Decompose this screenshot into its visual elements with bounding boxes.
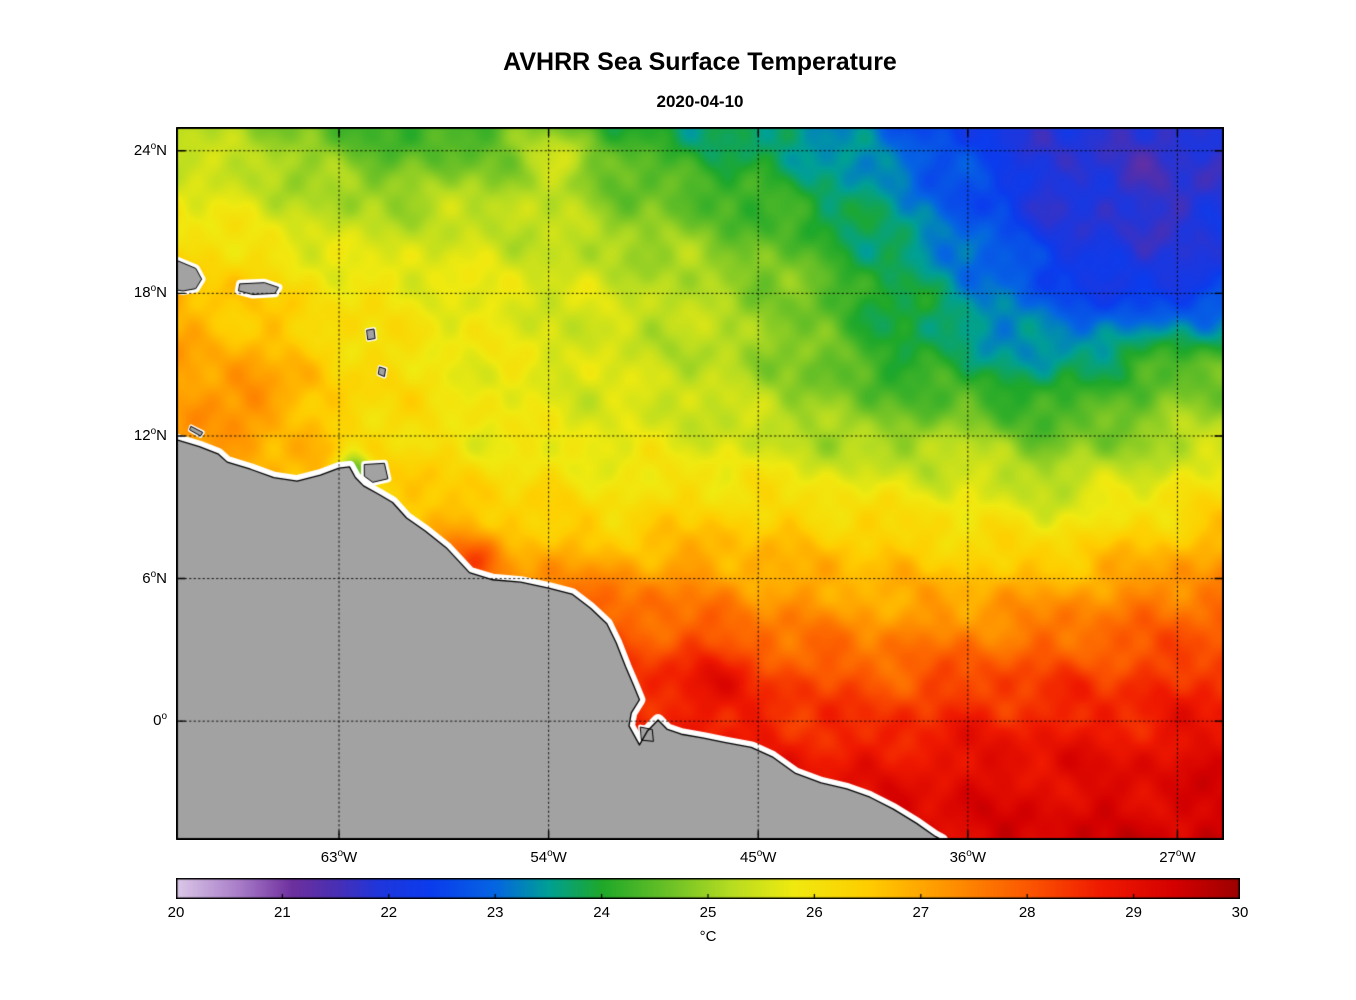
tick-degree-value: 36 [949, 849, 967, 866]
tick-hemisphere: W [1181, 849, 1196, 866]
y-tick-label: 24oN [0, 141, 167, 159]
colorbar-tick-label: 23 [486, 904, 504, 921]
degree-superscript: o [1175, 848, 1182, 859]
degree-superscript: o [161, 711, 167, 723]
tick-degree-value: 45 [740, 849, 757, 866]
colorbar-unit-label: °C [699, 928, 717, 945]
colorbar-tick-label: 21 [274, 904, 291, 921]
y-tick-label: 0o [0, 711, 167, 729]
tick-degree-value: 0 [153, 712, 162, 730]
x-tick-label: 36oW [928, 848, 1008, 866]
tick-hemisphere: W [343, 849, 358, 866]
tick-hemisphere: W [762, 849, 777, 866]
colorbar-tick-label: 25 [699, 904, 717, 921]
colorbar-canvas [176, 878, 1240, 899]
tick-hemisphere: W [971, 849, 987, 866]
tick-degree-value: 18 [133, 284, 151, 302]
tick-degree-value: 27 [1159, 849, 1176, 866]
colorbar-tick-label: 26 [806, 904, 823, 921]
colorbar-tick-label: 30 [1231, 904, 1249, 921]
tick-hemisphere: N [156, 141, 167, 159]
x-tick-label: 27oW [1137, 848, 1217, 866]
colorbar-tick-label: 27 [912, 904, 930, 921]
tick-degree-value: 24 [133, 141, 151, 159]
y-tick-label: 6oN [0, 569, 167, 587]
tick-degree-value: 6 [142, 569, 151, 587]
tick-degree-value: 63 [320, 849, 338, 866]
colorbar-tick-label: 22 [380, 904, 398, 921]
sst-map-canvas [176, 127, 1224, 840]
x-tick-label: 54oW [509, 848, 589, 866]
colorbar-tick-label: 29 [1125, 904, 1142, 921]
degree-superscript: o [150, 425, 157, 437]
figure-title: AVHRR Sea Surface Temperature [503, 48, 897, 76]
tick-hemisphere: N [156, 426, 167, 444]
degree-superscript: o [337, 848, 344, 859]
colorbar-tick-label: 28 [1018, 904, 1036, 921]
degree-superscript: o [966, 848, 972, 859]
figure-date: 2020-04-10 [656, 92, 744, 111]
colorbar-tick-label: 20 [167, 904, 185, 921]
tick-degree-value: 54 [530, 849, 548, 866]
y-tick-label: 18oN [0, 283, 167, 301]
y-tick-label: 12oN [0, 426, 167, 444]
x-tick-label: 63oW [299, 848, 379, 866]
degree-superscript: o [756, 848, 763, 859]
tick-hemisphere: N [156, 284, 167, 302]
degree-superscript: o [547, 848, 553, 859]
tick-hemisphere: N [156, 569, 167, 587]
x-tick-label: 45oW [718, 848, 798, 866]
tick-hemisphere: W [552, 849, 567, 866]
tick-degree-value: 12 [133, 426, 151, 444]
degree-superscript: o [150, 568, 157, 580]
colorbar-tick-label: 24 [593, 904, 610, 921]
degree-superscript: o [150, 140, 157, 152]
degree-superscript: o [150, 283, 157, 295]
